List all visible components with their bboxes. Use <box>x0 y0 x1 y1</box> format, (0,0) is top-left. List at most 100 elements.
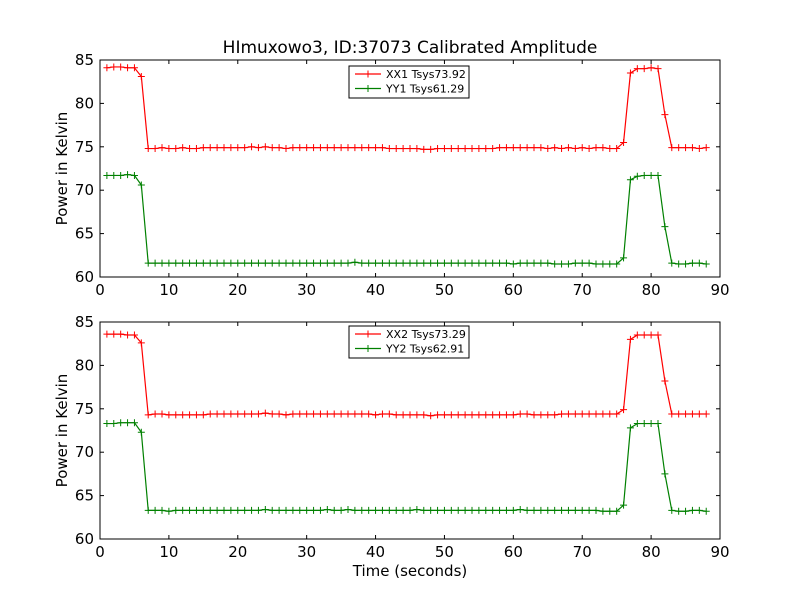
data-point <box>571 145 579 153</box>
data-point <box>330 410 338 418</box>
data-point <box>440 411 448 419</box>
data-point <box>461 259 469 267</box>
data-point <box>192 145 200 153</box>
data-point <box>103 64 111 72</box>
data-point <box>606 410 614 418</box>
data-point <box>496 506 504 514</box>
data-point <box>337 259 345 267</box>
data-point <box>220 410 228 418</box>
data-point <box>192 259 200 267</box>
data-point <box>330 144 338 152</box>
data-point <box>461 506 469 514</box>
x-tick-label: 40 <box>366 281 385 299</box>
data-point <box>592 144 600 152</box>
data-point <box>378 506 386 514</box>
data-point <box>103 330 111 338</box>
data-point <box>144 145 152 153</box>
data-point <box>661 111 669 119</box>
data-point <box>399 411 407 419</box>
x-tick-label: 80 <box>642 543 661 561</box>
data-point <box>254 259 262 267</box>
data-point <box>502 411 510 419</box>
data-point <box>434 506 442 514</box>
data-point <box>365 410 373 418</box>
data-point <box>254 144 262 152</box>
data-point <box>626 424 634 432</box>
legend-entry: YY2 Tsys62.91 <box>385 343 464 356</box>
y-tick-label: 75 <box>75 138 94 156</box>
data-point <box>406 259 414 267</box>
data-point <box>289 410 297 418</box>
data-point <box>626 335 634 343</box>
data-point <box>351 410 359 418</box>
data-point <box>144 411 152 419</box>
data-point <box>289 506 297 514</box>
x-tick-label: 20 <box>228 543 247 561</box>
data-point <box>654 331 662 339</box>
data-point <box>234 410 242 418</box>
data-point <box>199 144 207 152</box>
x-tick-label: 0 <box>95 281 105 299</box>
data-point <box>413 411 421 419</box>
data-point <box>282 411 290 419</box>
data-point <box>427 412 435 420</box>
data-point <box>213 410 221 418</box>
data-point <box>344 259 352 267</box>
data-point <box>620 406 628 414</box>
x-tick-label: 50 <box>435 543 454 561</box>
data-point <box>117 63 125 71</box>
data-point <box>537 259 545 267</box>
data-point <box>468 259 476 267</box>
data-point <box>110 330 118 338</box>
data-point <box>151 410 159 418</box>
data-point <box>420 259 428 267</box>
data-point <box>695 145 703 153</box>
data-point <box>206 259 214 267</box>
data-point <box>303 506 311 514</box>
legend-entry: XX2 Tsys73.29 <box>386 328 466 341</box>
legend: XX1 Tsys73.92 YY1 Tsys61.29 <box>348 65 470 99</box>
data-point <box>530 259 538 267</box>
data-point <box>220 506 228 514</box>
data-point <box>124 331 132 339</box>
y-tick-label: 65 <box>75 225 94 243</box>
data-point <box>447 411 455 419</box>
data-point <box>440 145 448 153</box>
data-point <box>261 409 269 417</box>
data-point <box>544 259 552 267</box>
data-point <box>654 171 662 179</box>
data-point <box>695 259 703 267</box>
data-point <box>158 144 166 152</box>
data-point <box>502 144 510 152</box>
data-point <box>654 420 662 428</box>
x-tick-label: 0 <box>95 543 105 561</box>
data-point <box>516 259 524 267</box>
data-point <box>227 410 235 418</box>
y-tick-label: 85 <box>75 313 94 331</box>
data-point <box>523 259 531 267</box>
data-point <box>413 259 421 267</box>
data-point <box>165 411 173 419</box>
data-point <box>496 411 504 419</box>
data-point <box>365 144 373 152</box>
data-point <box>316 259 324 267</box>
data-point <box>647 171 655 179</box>
data-point <box>261 505 269 513</box>
data-point <box>613 145 621 153</box>
data-point <box>303 144 311 152</box>
y-axis-label: Power in Kelvin <box>53 112 71 226</box>
y-tick-label: 85 <box>75 51 94 69</box>
data-point <box>682 410 690 418</box>
data-point <box>227 144 235 152</box>
y-tick-label: 60 <box>75 268 94 286</box>
data-point <box>378 144 386 152</box>
data-point <box>137 181 145 189</box>
data-point <box>599 507 607 515</box>
data-point <box>675 260 683 268</box>
data-point <box>192 506 200 514</box>
data-point <box>509 506 517 514</box>
data-point <box>124 419 132 427</box>
data-point <box>551 144 559 152</box>
data-point <box>117 330 125 338</box>
data-point <box>571 259 579 267</box>
